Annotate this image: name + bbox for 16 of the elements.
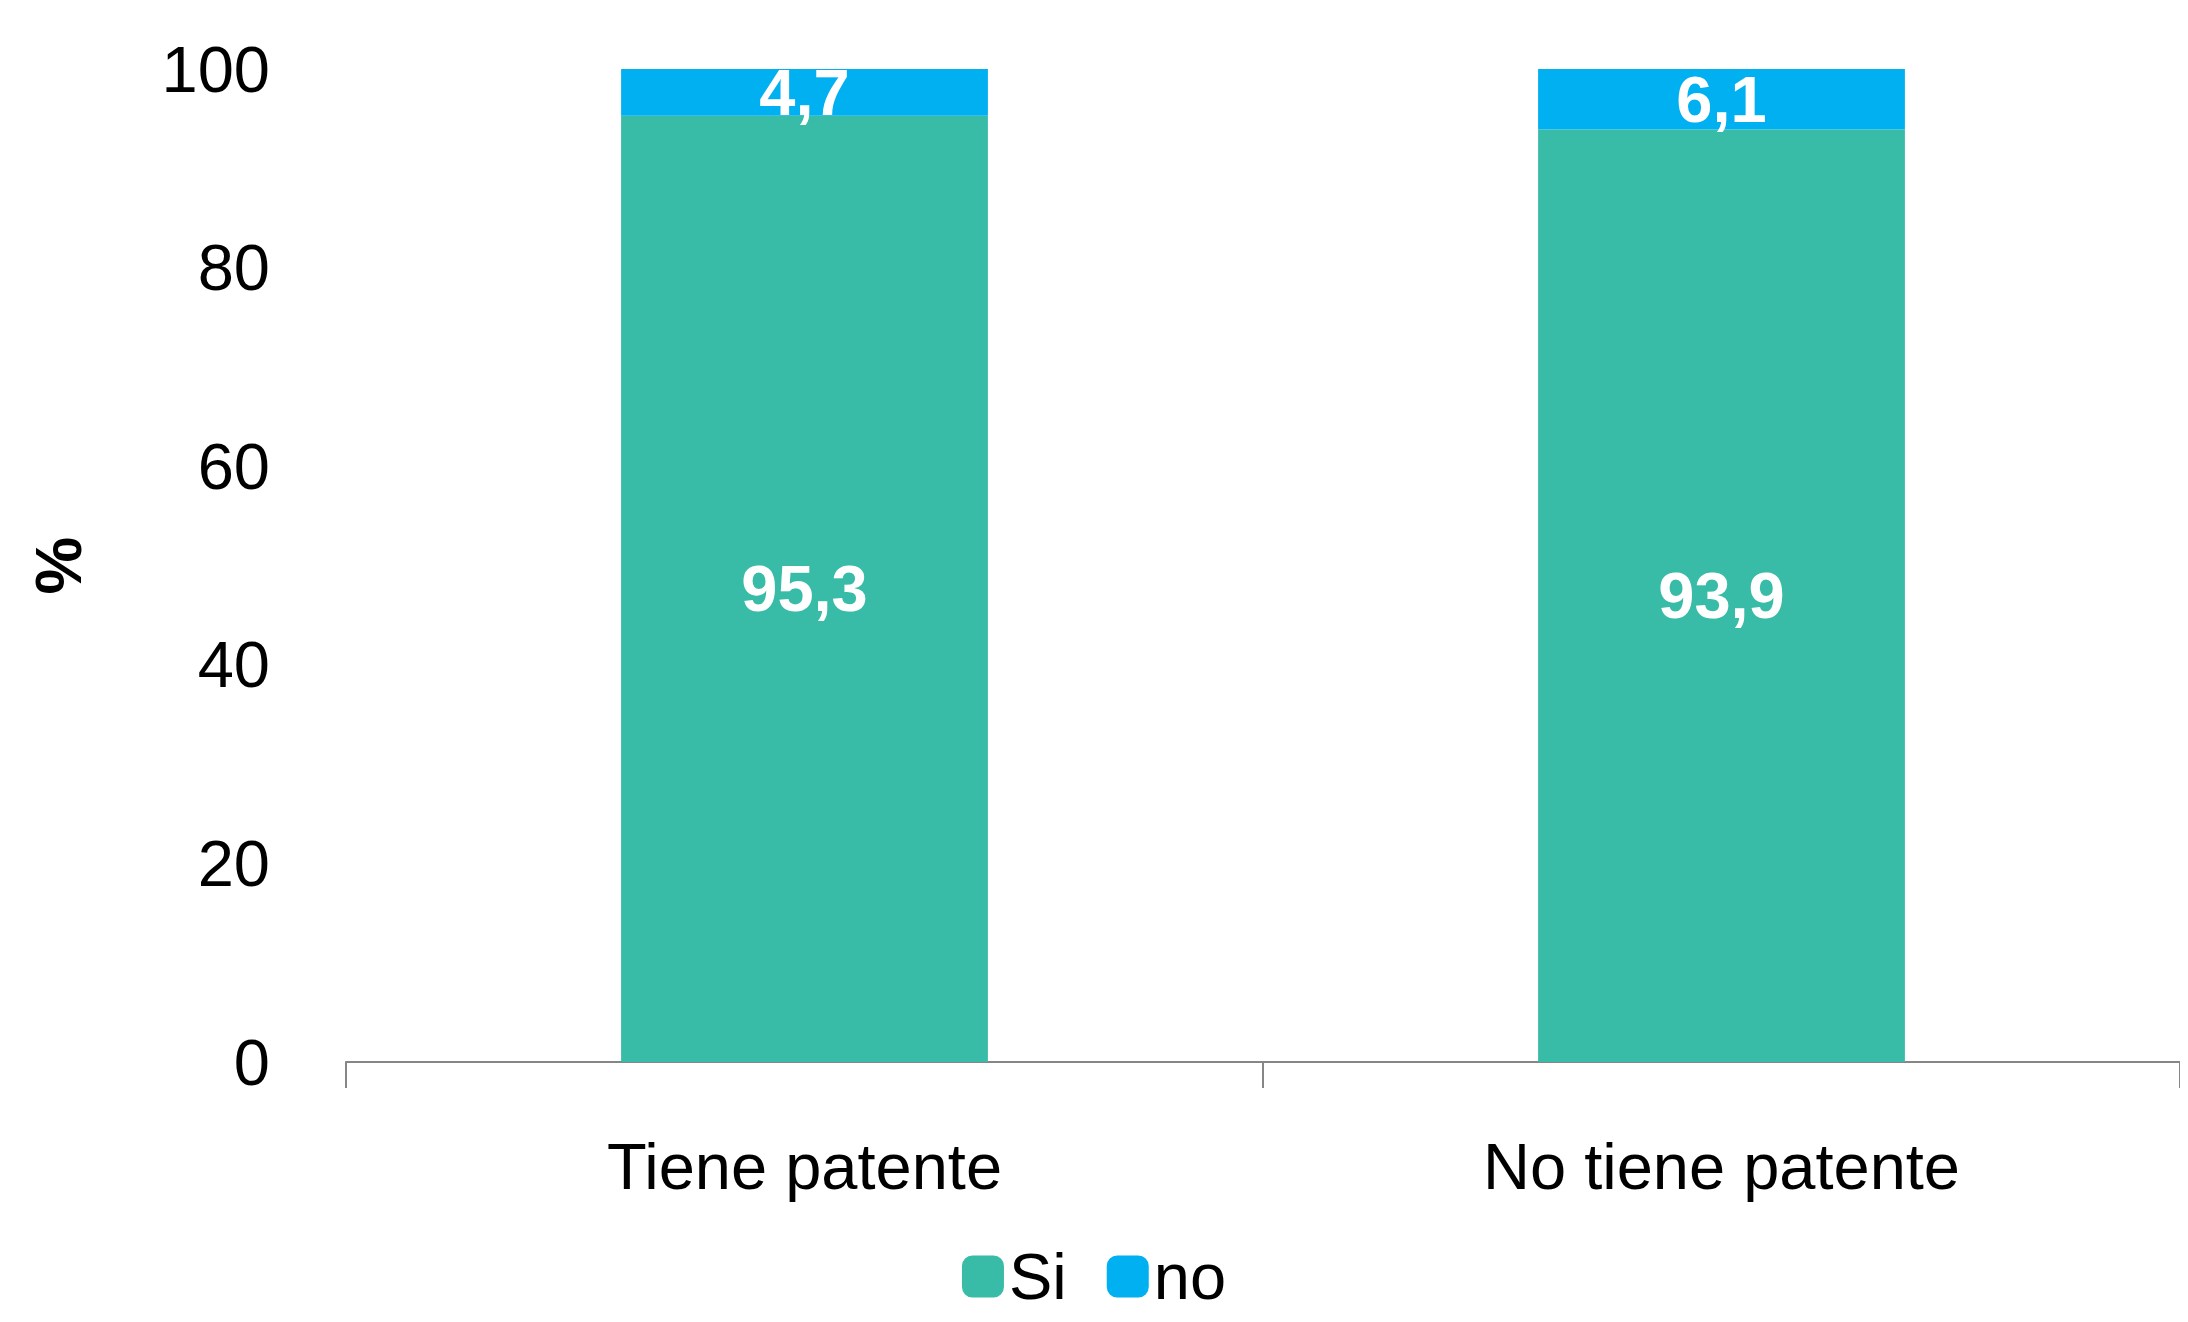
y-tick-label: 60 xyxy=(197,429,270,503)
legend-label: no xyxy=(1153,1240,1227,1313)
x-tick-label: No tiene patente xyxy=(1482,1130,1961,1203)
data-label: 93,9 xyxy=(1658,559,1785,633)
y-tick-label: 80 xyxy=(197,231,270,305)
x-tick-label: Tiene patente xyxy=(606,1130,1003,1203)
data-label: 95,3 xyxy=(741,552,868,626)
bar xyxy=(1538,69,1905,130)
y-tick-label: 40 xyxy=(197,628,270,702)
y-tick-label: 20 xyxy=(197,826,270,900)
legend-label: Si xyxy=(1008,1240,1067,1313)
data-label: 4,7 xyxy=(759,55,850,129)
y-tick-label: 0 xyxy=(233,1025,270,1099)
y-axis-title: % xyxy=(22,536,95,595)
y-tick-label: 100 xyxy=(161,32,270,106)
data-label: 6,1 xyxy=(1676,62,1767,136)
